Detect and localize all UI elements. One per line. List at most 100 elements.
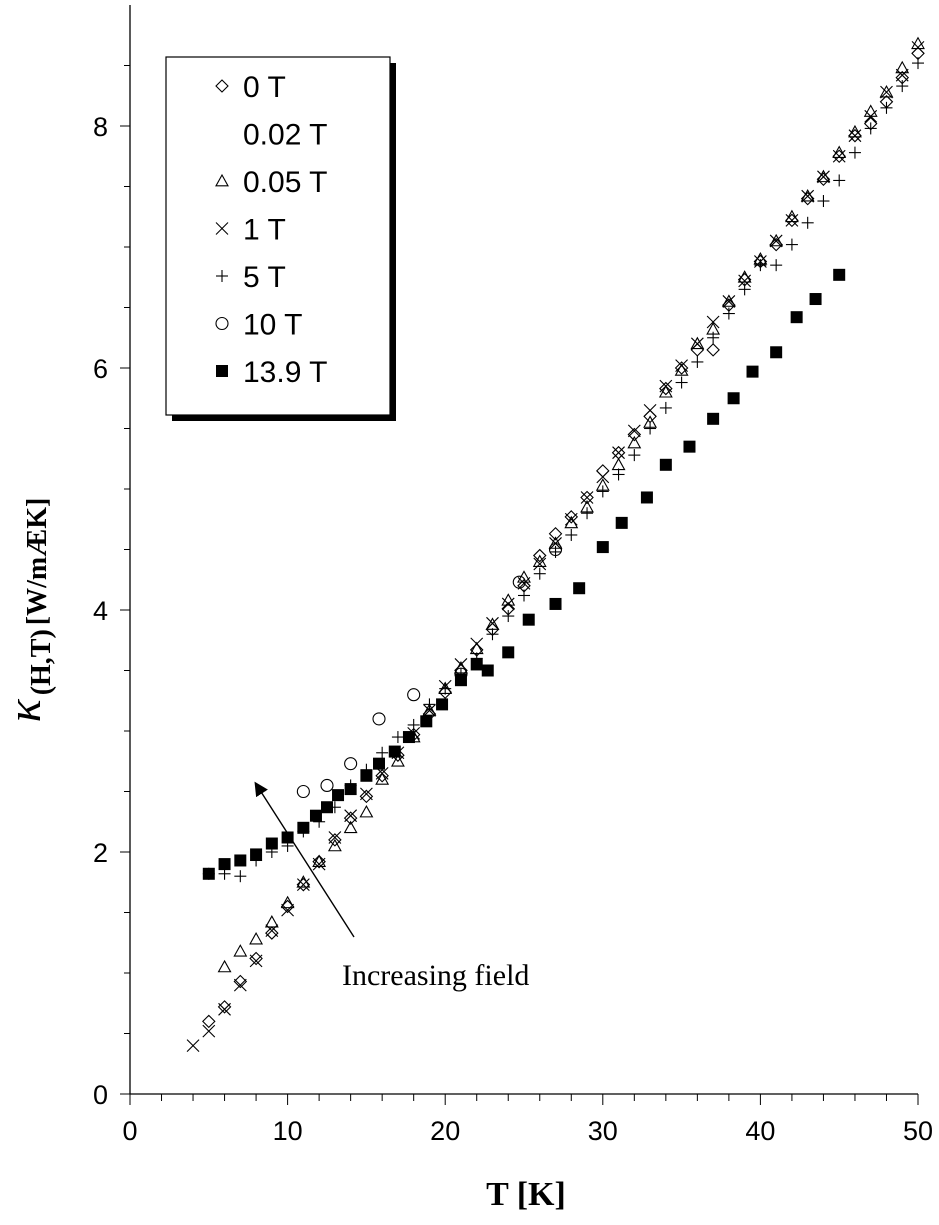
data-point-fill	[659, 458, 672, 471]
data-point	[312, 857, 326, 871]
data-point	[454, 658, 468, 671]
data-point	[880, 85, 893, 99]
data-point	[770, 346, 783, 359]
data-point	[581, 507, 594, 520]
data-point	[706, 343, 720, 357]
data-point	[896, 80, 909, 93]
data-point	[217, 1000, 232, 1014]
series-13-9-t	[202, 268, 846, 880]
data-point	[746, 365, 759, 378]
data-point	[265, 924, 279, 938]
legend-label: 1 T	[243, 214, 286, 247]
data-point	[502, 610, 515, 623]
data-point	[454, 674, 467, 687]
data-point	[801, 216, 814, 229]
data-point	[864, 122, 877, 135]
legend-marker	[216, 365, 228, 377]
legend-box	[165, 56, 391, 416]
data-point	[785, 238, 798, 251]
data-point	[233, 944, 248, 957]
data-point	[721, 294, 736, 307]
legend-item: 13.9 T	[216, 356, 328, 389]
data-point	[659, 401, 672, 414]
data-point	[297, 821, 310, 834]
data-point-fill	[250, 848, 263, 861]
legend-label: 0 T	[243, 71, 286, 104]
data-point-fill	[573, 582, 586, 595]
x-tick-label: 20	[430, 1116, 460, 1146]
data-point	[683, 440, 696, 453]
legend-item: 0.05 T	[215, 166, 328, 199]
data-point	[344, 783, 357, 796]
data-point	[218, 858, 231, 871]
data-point	[328, 831, 342, 844]
legend-marker	[216, 270, 228, 282]
data-point-fill	[420, 715, 433, 728]
data-point	[912, 57, 924, 70]
data-point	[281, 903, 294, 917]
data-point	[612, 468, 625, 481]
data-point	[217, 959, 232, 973]
data-point	[548, 542, 563, 557]
data-point	[564, 512, 578, 526]
data-point	[470, 637, 484, 651]
data-point	[722, 307, 735, 320]
data-point-fill	[436, 698, 449, 711]
data-point	[627, 435, 642, 449]
legend-label: 13.9 T	[243, 356, 328, 389]
data-point	[280, 895, 295, 909]
data-point-fill	[522, 613, 535, 626]
data-point	[343, 820, 358, 834]
data-point	[580, 491, 594, 504]
data-point	[501, 597, 515, 611]
data-point	[675, 359, 688, 372]
data-point	[832, 149, 846, 163]
data-point	[596, 470, 610, 484]
data-point	[233, 974, 248, 989]
legend-marker	[215, 173, 229, 187]
y-tick-label: 0	[93, 1080, 108, 1110]
x-tick-label: 40	[745, 1116, 775, 1146]
data-point	[281, 831, 294, 844]
data-point	[423, 698, 436, 711]
data-point	[501, 593, 516, 606]
data-point	[573, 582, 586, 595]
data-point	[186, 1039, 200, 1052]
data-point-fill	[265, 837, 278, 850]
data-point	[518, 589, 530, 602]
data-point-fill	[297, 821, 310, 834]
data-point	[517, 576, 531, 590]
data-point	[470, 658, 483, 671]
data-point	[754, 259, 767, 272]
tick-labels: 0 10 20 30 40 50 0 2 4 6 8	[93, 112, 933, 1146]
data-point	[848, 146, 861, 159]
data-point	[422, 703, 437, 716]
data-point	[880, 101, 893, 114]
data-point	[769, 233, 784, 247]
data-point	[234, 870, 247, 883]
data-point	[690, 336, 705, 350]
data-point-fill	[373, 757, 386, 770]
data-point	[533, 557, 547, 571]
data-point	[249, 951, 263, 966]
data-point	[817, 195, 830, 208]
data-point	[234, 854, 247, 867]
y-tick-label: 4	[93, 596, 108, 626]
data-point	[627, 427, 642, 442]
y-tick-label: 8	[93, 112, 108, 142]
data-point	[202, 1014, 216, 1029]
data-point-fill	[707, 412, 720, 425]
legend: 0 T 0.02 T 0.05 T 1 T 5 T 10 T 13.9 T	[165, 56, 396, 421]
data-point-fill	[549, 597, 562, 610]
data-point	[360, 769, 373, 782]
legend-item: 1 T	[215, 214, 286, 247]
data-point	[833, 268, 846, 281]
data-point	[328, 833, 342, 847]
data-point	[707, 331, 720, 344]
data-point	[911, 40, 925, 54]
data-point	[769, 234, 783, 248]
legend-marker	[215, 79, 229, 93]
data-point	[738, 283, 751, 296]
legend-label: 0.02 T	[243, 119, 328, 152]
